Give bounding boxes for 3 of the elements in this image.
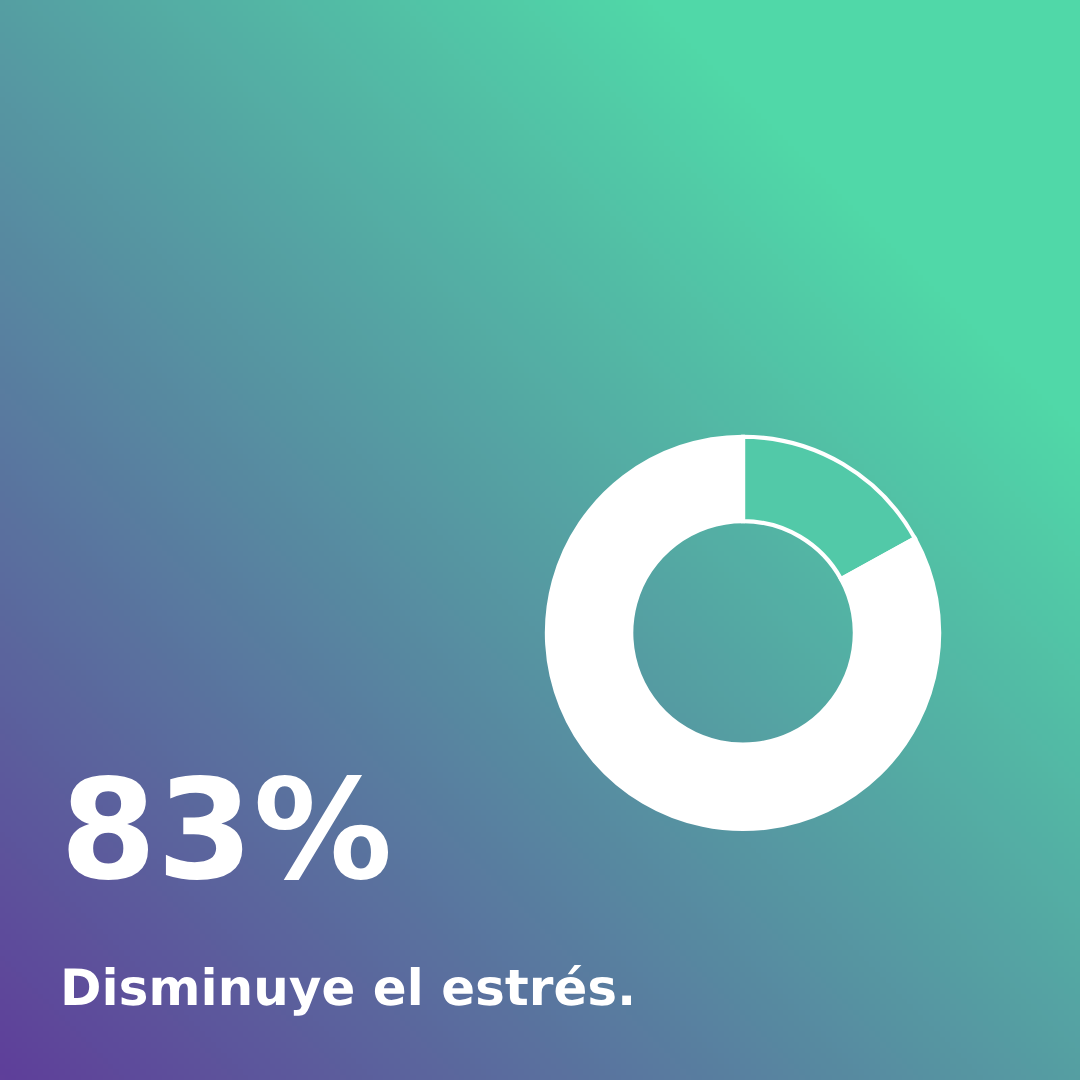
data-label: 83% (68, 774, 389, 880)
text: Disminuye el estrés. (64, 965, 631, 1016)
donut-slice (544, 434, 942, 832)
